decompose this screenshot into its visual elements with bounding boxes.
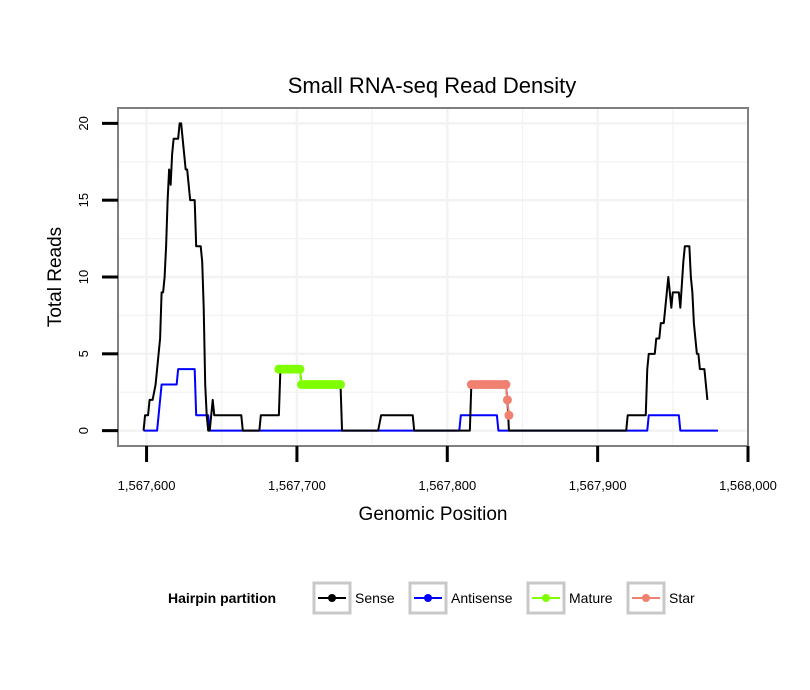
legend-label-sense: Sense — [355, 590, 395, 606]
y-tick-label: 20 — [76, 116, 91, 130]
legend-key-point — [424, 594, 432, 602]
y-axis: 0 5 10 15 20 — [76, 116, 118, 434]
legend-label-star: Star — [669, 590, 695, 606]
x-axis: 1,567,600 1,567,700 1,567,800 1,567,900 1,56… — [118, 446, 777, 493]
legend-key-point — [642, 594, 650, 602]
plot-series — [142, 122, 718, 432]
x-tick-label: 1,568,000 — [719, 478, 777, 493]
x-tick-label: 1,567,800 — [418, 478, 476, 493]
x-tick-label: 1,567,700 — [268, 478, 326, 493]
legend-title: Hairpin partition — [168, 590, 276, 606]
y-tick-label: 0 — [76, 427, 91, 434]
y-tick-label: 10 — [76, 270, 91, 284]
y-tick-label: 15 — [76, 193, 91, 207]
x-tick-label: 1,567,900 — [569, 478, 627, 493]
point-mature — [295, 364, 305, 374]
y-axis-title: Total Reads — [45, 227, 66, 327]
point-star — [502, 395, 512, 405]
legend-key-point — [328, 594, 336, 602]
x-tick-label: 1,567,600 — [118, 478, 176, 493]
legend-label-mature: Mature — [569, 590, 613, 606]
legend: Hairpin partition Sense Antisense Mature St… — [168, 581, 695, 615]
point-mature — [336, 380, 346, 390]
x-axis-title: Genomic Position — [359, 504, 508, 525]
y-tick-label: 5 — [76, 350, 91, 357]
legend-label-antisense: Antisense — [451, 590, 513, 606]
legend-key-point — [542, 594, 550, 602]
point-star — [501, 380, 511, 390]
chart-title: Small RNA-seq Read Density — [288, 73, 577, 98]
point-star — [504, 410, 514, 420]
series-line-antisense — [143, 368, 718, 432]
